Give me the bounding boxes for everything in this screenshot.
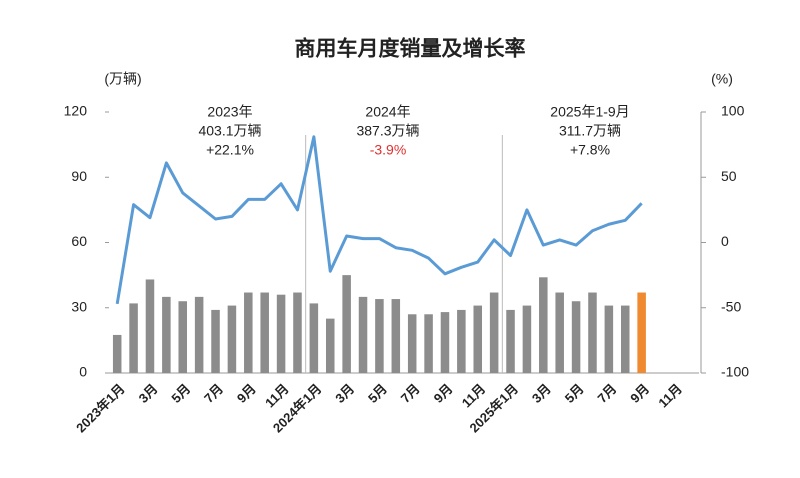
bar: [260, 292, 269, 373]
annotation: 311.7万辆: [559, 123, 621, 139]
bar: [194, 296, 204, 373]
x-tick-label: 9月: [431, 381, 456, 406]
x-tick-label: 5月: [365, 381, 390, 406]
y2-tick-label: -100: [721, 364, 749, 380]
x-tick-label: 9月: [234, 381, 259, 406]
x-tick-label: 11月: [459, 381, 489, 411]
chart-title: 商用车月度销量及增长率: [295, 37, 526, 61]
bar: [440, 312, 450, 373]
bar: [145, 279, 155, 373]
bar: [555, 292, 564, 373]
x-tick-label: 7月: [594, 381, 619, 406]
annotation: -3.9%: [370, 142, 407, 158]
x-tick-label: 7月: [201, 381, 226, 406]
x-tick-label: 7月: [398, 381, 423, 406]
bar: [489, 292, 499, 373]
bar: [522, 305, 532, 373]
bar: [506, 309, 515, 373]
annotation: +7.8%: [570, 142, 610, 158]
bar: [276, 294, 286, 373]
x-tick-label: 11月: [262, 381, 292, 411]
bar: [293, 292, 302, 373]
bar: [424, 314, 433, 373]
bar: [539, 277, 548, 373]
bar: [457, 309, 466, 373]
bar: [342, 275, 351, 373]
y2-tick-label: -50: [721, 298, 741, 314]
bar: [637, 292, 646, 373]
x-tick-label: 3月: [332, 381, 357, 406]
y-tick-label: 0: [79, 364, 87, 380]
bar: [178, 301, 188, 373]
annotation: 2024年: [365, 104, 410, 120]
y2-tick-label: 50: [721, 168, 737, 184]
annotation: 387.3万辆: [356, 123, 419, 139]
bar: [162, 296, 171, 373]
x-tick-label: 9月: [627, 381, 652, 406]
bar: [375, 299, 384, 373]
annotation: 2023年: [207, 104, 252, 120]
bar: [620, 305, 630, 373]
bar: [325, 318, 335, 373]
annotation: 2025年1-9月: [550, 104, 629, 120]
y-unit: (万辆): [104, 71, 141, 87]
bar: [604, 305, 614, 373]
y-tick-label: 120: [64, 103, 88, 119]
x-tick-label: 11月: [655, 381, 685, 411]
bar: [571, 301, 581, 373]
growth-line: [115, 135, 643, 305]
bar: [112, 334, 122, 373]
x-tick-label: 3月: [529, 381, 554, 406]
bar: [244, 292, 253, 373]
x-tick-label: 5月: [168, 381, 193, 406]
y2-unit: (%): [711, 71, 733, 87]
bar: [588, 292, 597, 373]
y2-tick-label: 100: [721, 103, 745, 119]
annotation: +22.1%: [206, 142, 254, 158]
x-tick-label: 5月: [562, 381, 587, 406]
bar: [358, 296, 368, 373]
y-tick-label: 30: [71, 298, 87, 314]
bar: [227, 305, 237, 373]
x-tick-label: 2023年1月: [73, 381, 128, 436]
bar: [309, 303, 319, 373]
bar: [129, 303, 138, 373]
bar: [473, 305, 483, 373]
annotation: 403.1万辆: [198, 123, 261, 139]
bar: [407, 314, 417, 373]
bar: [211, 309, 220, 373]
y2-tick-label: 0: [721, 233, 729, 249]
x-tick-label: 3月: [136, 381, 161, 406]
y-tick-label: 90: [71, 168, 87, 184]
y-tick-label: 60: [71, 233, 87, 249]
bar: [391, 299, 401, 373]
